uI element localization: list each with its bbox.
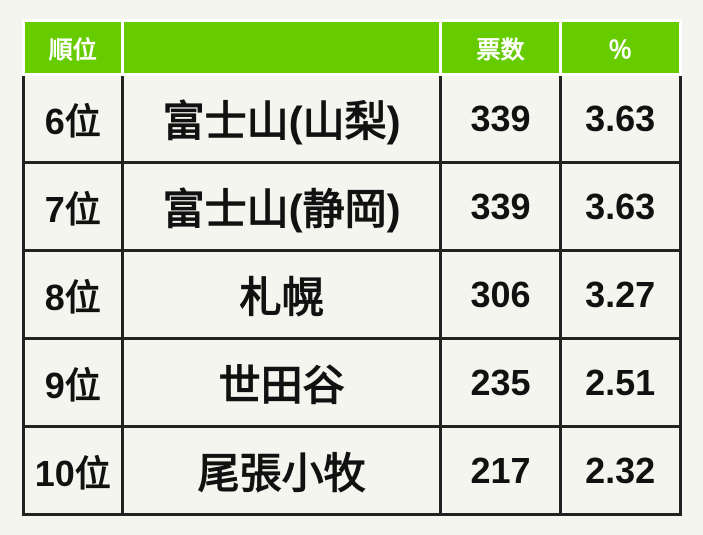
cell-pct: 3.27 [560, 251, 680, 339]
cell-votes: 339 [441, 75, 561, 163]
ranking-table: 順位 票数 ％ 6位 富士山(山梨) 339 3.63 7位 富士山(静岡) 3… [22, 19, 682, 516]
table-header: 順位 票数 ％ [23, 21, 680, 75]
cell-pct: 2.32 [560, 427, 680, 515]
cell-rank: 6位 [23, 75, 123, 163]
cell-name: 札幌 [123, 251, 441, 339]
table-body: 6位 富士山(山梨) 339 3.63 7位 富士山(静岡) 339 3.63 … [23, 75, 680, 515]
table-row: 7位 富士山(静岡) 339 3.63 [23, 163, 680, 251]
cell-rank: 10位 [23, 427, 123, 515]
header-votes: 票数 [441, 21, 561, 75]
cell-name: 富士山(静岡) [123, 163, 441, 251]
table-row: 6位 富士山(山梨) 339 3.63 [23, 75, 680, 163]
table-row: 8位 札幌 306 3.27 [23, 251, 680, 339]
cell-rank: 8位 [23, 251, 123, 339]
header-name [123, 21, 441, 75]
cell-name: 世田谷 [123, 339, 441, 427]
header-rank: 順位 [23, 21, 123, 75]
cell-votes: 235 [441, 339, 561, 427]
cell-pct: 3.63 [560, 75, 680, 163]
cell-rank: 7位 [23, 163, 123, 251]
cell-name: 尾張小牧 [123, 427, 441, 515]
cell-rank: 9位 [23, 339, 123, 427]
cell-votes: 306 [441, 251, 561, 339]
cell-name: 富士山(山梨) [123, 75, 441, 163]
cell-votes: 339 [441, 163, 561, 251]
cell-pct: 3.63 [560, 163, 680, 251]
header-pct: ％ [560, 21, 680, 75]
cell-pct: 2.51 [560, 339, 680, 427]
table-row: 10位 尾張小牧 217 2.32 [23, 427, 680, 515]
cell-votes: 217 [441, 427, 561, 515]
table-row: 9位 世田谷 235 2.51 [23, 339, 680, 427]
